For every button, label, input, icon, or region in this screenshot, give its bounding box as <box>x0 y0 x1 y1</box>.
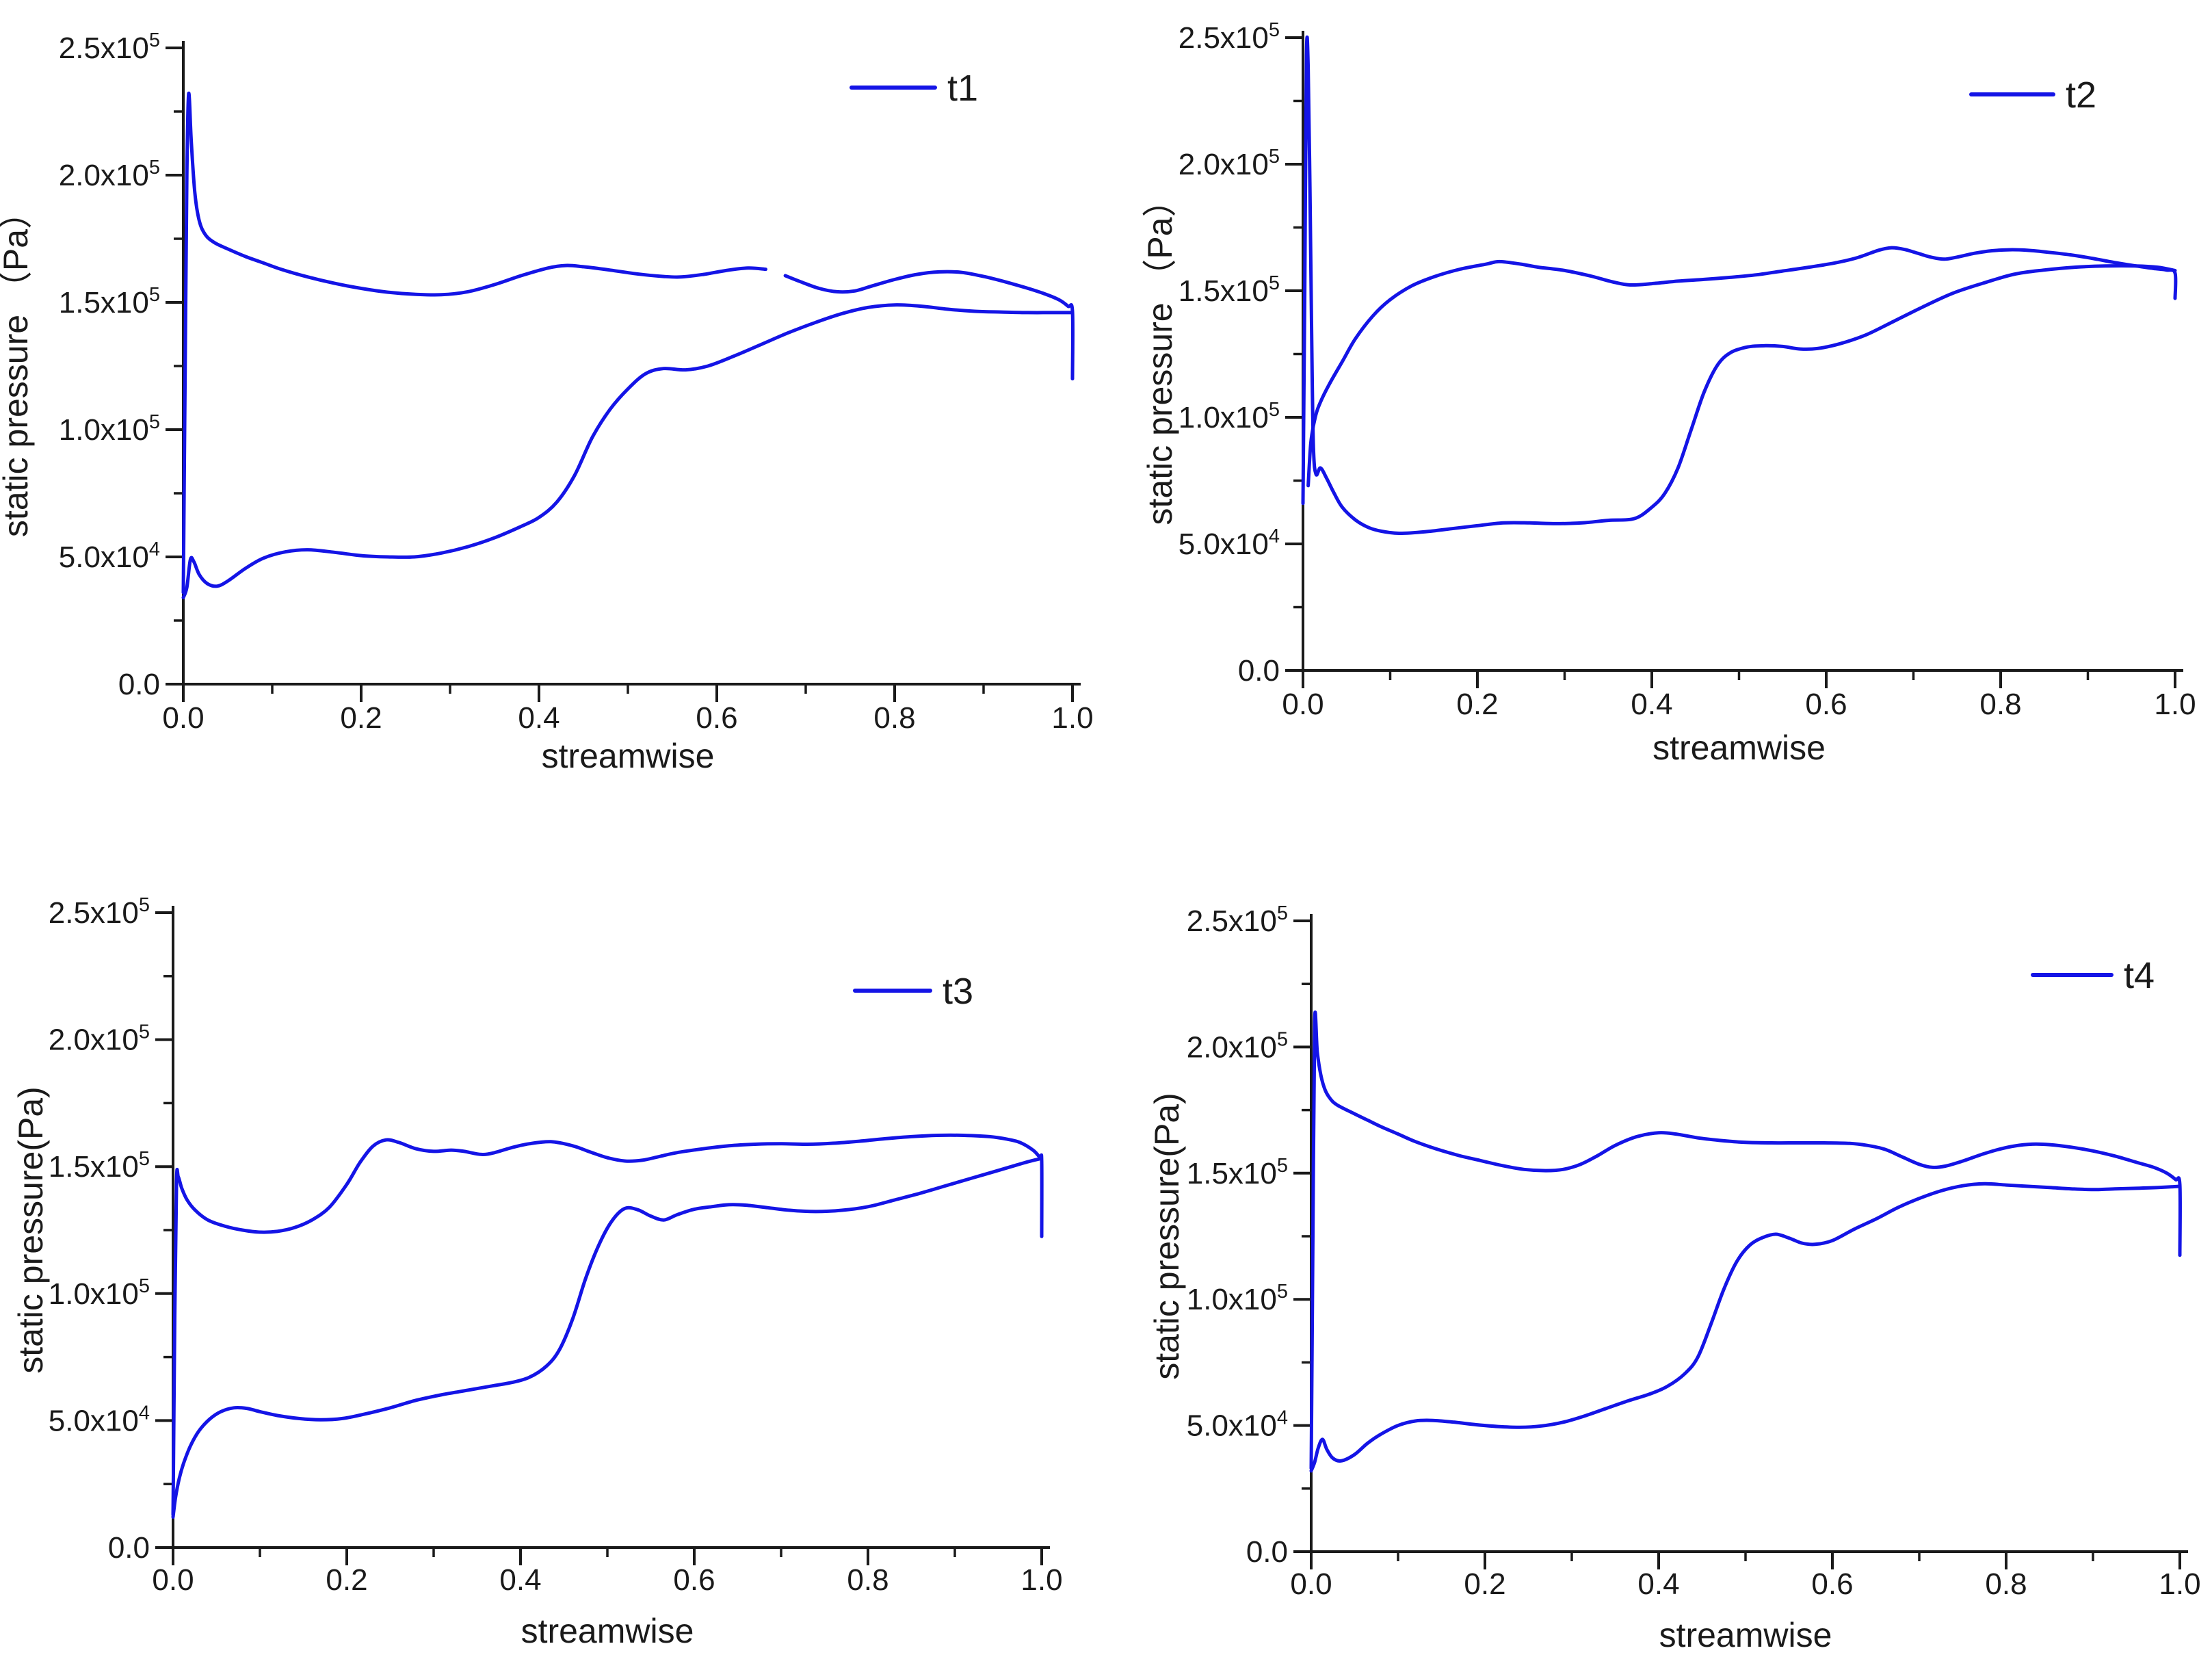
pressure-side-curve <box>171 1133 1044 1517</box>
chart-panel-t2: 0.0 0.2 0.4 0.6 0.8 1.0 0.0 5.0x104 1.0x105 1.5x1… <box>1106 0 2212 828</box>
y-tick-label: 1.5x105 <box>59 284 160 319</box>
y-tick-label: 5.0x104 <box>49 1402 150 1437</box>
y-tick-label: 1.5x105 <box>1179 272 1280 308</box>
x-tick-label: 1.0 <box>2159 1567 2200 1601</box>
y-tick-label: 1.0x105 <box>1179 399 1280 434</box>
x-tick-label: 0.2 <box>1464 1567 1505 1601</box>
y-tick-label: 5.0x104 <box>1187 1407 1288 1443</box>
suction-side-curve <box>1301 35 2177 536</box>
x-tick-label: 0.2 <box>340 701 382 735</box>
x-tick-label: 0.6 <box>1811 1567 1853 1601</box>
chart-t1: 0.0 0.2 0.4 0.6 0.8 1.0 0.0 5.0x104 1.0x105 1.5x1… <box>0 29 1094 775</box>
x-tick-label: 0.8 <box>847 1563 888 1597</box>
y-tick-label: 1.0x105 <box>1187 1281 1288 1316</box>
chart-panel-t3: 0.0 0.2 0.4 0.6 0.8 1.0 0.0 5.0x104 1.0x105 1.5x1… <box>0 828 1106 1657</box>
suction-side-curve <box>171 1157 1041 1519</box>
y-tick-label: 2.5x105 <box>1187 902 1288 938</box>
y-tick-label: 1.0x105 <box>59 411 160 447</box>
y-tick-label: 1.5x105 <box>49 1148 150 1184</box>
chart-panel-t4: 0.0 0.2 0.4 0.6 0.8 1.0 0.0 5.0x104 1.0x105 1.5x1… <box>1106 828 2212 1657</box>
y-tick-label: 5.0x104 <box>1179 525 1280 561</box>
x-tick-label: 0.6 <box>673 1563 715 1597</box>
y-axis-title: static pressure （Pa） <box>1141 183 1179 525</box>
y-tick-label: 0.0 <box>1238 654 1280 688</box>
pressure-side-b-curve <box>783 270 1075 381</box>
x-tick-label: 0.8 <box>1979 688 2021 721</box>
chart-panel-t1: 0.0 0.2 0.4 0.6 0.8 1.0 0.0 5.0x104 1.0x105 1.5x1… <box>0 0 1106 828</box>
x-tick-label: 1.0 <box>1021 1563 1062 1597</box>
x-tick-label: 0.8 <box>873 701 915 735</box>
y-tick-label: 2.0x105 <box>1179 146 1280 181</box>
y-tick-label: 0.0 <box>108 1531 150 1565</box>
x-tick-label: 0.2 <box>1456 688 1498 721</box>
y-tick-label: 2.5x105 <box>1179 19 1280 55</box>
x-axis-title: streamwise <box>542 737 715 775</box>
chart-t4: 0.0 0.2 0.4 0.6 0.8 1.0 0.0 5.0x104 1.0x105 1.5x1… <box>1148 902 2201 1654</box>
legend-label: t4 <box>2124 955 2155 996</box>
x-tick-label: 0.4 <box>1631 688 1672 721</box>
y-tick-label: 2.0x105 <box>49 1021 150 1057</box>
pressure-side-curve <box>1309 1010 2182 1470</box>
x-tick-label: 0.0 <box>152 1563 194 1597</box>
y-tick-label: 2.0x105 <box>1187 1028 1288 1064</box>
x-axis-title: streamwise <box>1659 1616 1832 1654</box>
y-axis-title: static pressure （Pa） <box>0 195 35 537</box>
x-tick-label: 0.0 <box>162 701 204 735</box>
y-tick-label: 2.5x105 <box>49 894 150 930</box>
x-tick-label: 1.0 <box>2154 688 2196 721</box>
y-tick-label: 5.0x104 <box>59 538 160 574</box>
y-tick-label: 2.0x105 <box>59 157 160 192</box>
x-axis-title: streamwise <box>1653 729 1826 767</box>
y-tick-label: 0.0 <box>118 668 160 701</box>
y-tick-label: 1.5x105 <box>1187 1155 1288 1190</box>
x-tick-label: 0.4 <box>499 1563 541 1597</box>
y-axis-title: static pressure(Pa) <box>12 1086 50 1374</box>
x-axis-title: streamwise <box>521 1612 694 1650</box>
x-tick-label: 0.6 <box>1805 688 1847 721</box>
x-tick-label: 0.2 <box>326 1563 367 1597</box>
chart-t2: 0.0 0.2 0.4 0.6 0.8 1.0 0.0 5.0x104 1.0x105 1.5x1… <box>1141 19 2196 767</box>
x-tick-label: 0.6 <box>696 701 737 735</box>
y-tick-label: 0.0 <box>1246 1535 1288 1569</box>
legend-label: t3 <box>943 971 973 1012</box>
legend-label: t2 <box>2066 75 2096 116</box>
y-axis-title: static pressure(Pa) <box>1148 1093 1186 1380</box>
x-tick-label: 0.8 <box>1985 1567 2027 1601</box>
x-tick-label: 1.0 <box>1051 701 1093 735</box>
x-tick-label: 0.0 <box>1282 688 1324 721</box>
pressure-side-curve <box>1306 246 2178 488</box>
x-tick-label: 0.4 <box>1637 1567 1679 1601</box>
suction-side-curve <box>1309 1182 2182 1473</box>
y-tick-label: 2.5x105 <box>59 29 160 65</box>
pressure-side-a-curve <box>181 91 767 595</box>
y-tick-label: 1.0x105 <box>49 1275 150 1311</box>
legend-label: t1 <box>947 68 978 109</box>
suction-side-curve <box>181 303 1075 599</box>
x-tick-label: 0.0 <box>1290 1567 1332 1601</box>
chart-t3: 0.0 0.2 0.4 0.6 0.8 1.0 0.0 5.0x104 1.0x105 1.5x1… <box>12 894 1063 1650</box>
x-tick-label: 0.4 <box>518 701 559 735</box>
